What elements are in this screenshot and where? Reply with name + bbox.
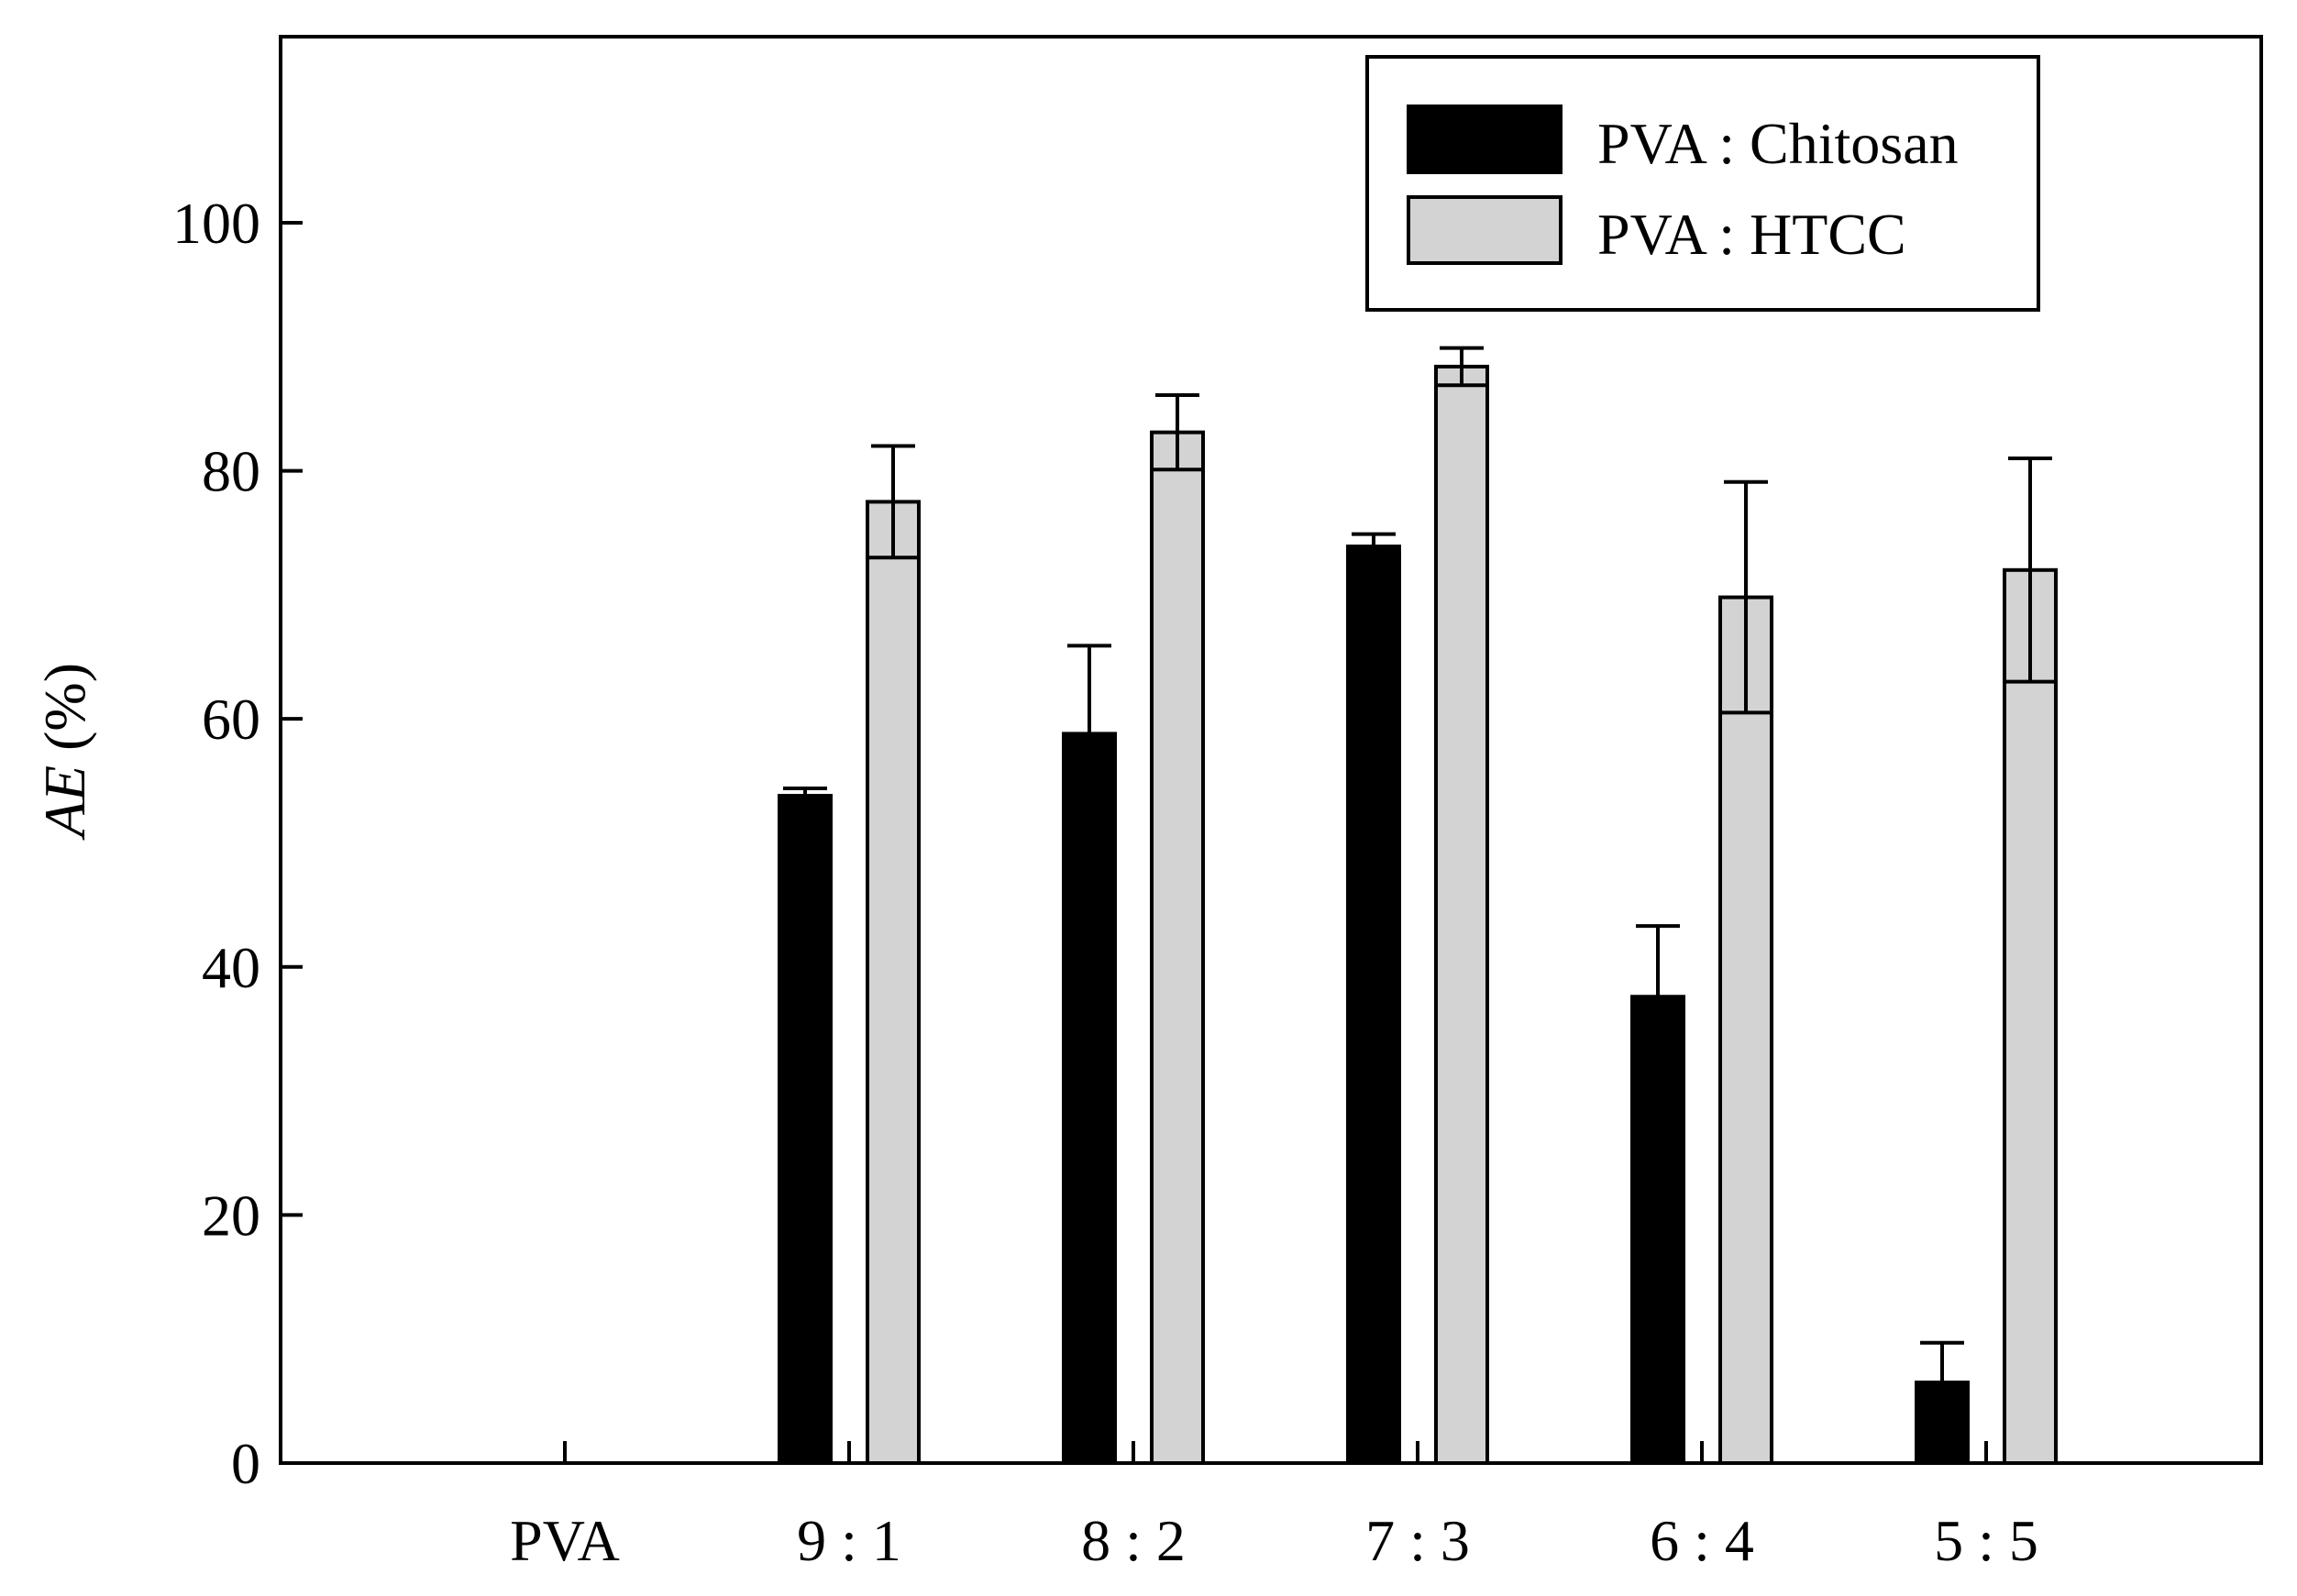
bar-series0-2 [1062,732,1117,1465]
bar-series0-3 [1346,545,1401,1465]
error-bars-layer [783,346,2056,1383]
bar-series0-4 [1630,995,1685,1465]
bar-series0-1 [778,794,833,1465]
y-tick-label-20: 20 [202,1183,260,1248]
bar-series0-5 [1915,1381,1970,1465]
y-axis-label-unit: (%) [32,663,97,765]
bars-layer [778,364,2058,1466]
x-tick-label-4: 6 : 4 [1650,1508,1754,1573]
y-tick-label-60: 60 [202,687,260,752]
y-axis: 0 20 40 60 80 100 [172,191,303,1496]
legend-label-chitosan: PVA : Chitosan [1597,111,1959,176]
x-tick-label-5: 5 : 5 [1934,1508,2038,1573]
y-tick-label-40: 40 [202,935,260,1000]
y-tick-label-0: 0 [231,1431,260,1496]
x-tick-label-2: 8 : 2 [1081,1508,1186,1573]
y-tick-label-80: 80 [202,439,260,504]
legend-swatch-htcc [1407,195,1563,265]
x-tick-label-3: 7 : 3 [1365,1508,1470,1573]
bar-series1-3 [1434,364,1489,1466]
bar-series1-5 [2003,567,2058,1465]
y-axis-label: AE (%) [32,663,97,841]
bar-series1-4 [1718,595,1773,1465]
legend-box [1365,55,2040,312]
legend: PVA : Chitosan PVA : HTCC [1365,55,2040,312]
x-axis: PVA 9 : 1 8 : 2 7 : 3 6 : 4 5 : 5 [510,1441,2038,1573]
y-tick-label-100: 100 [172,191,260,256]
x-tick-label-1: 9 : 1 [797,1508,901,1573]
bar-series1-2 [1150,430,1205,1466]
y-axis-label-symbol: AE [32,765,97,841]
plot-frame [279,35,2263,1465]
bar-series1-1 [866,500,921,1465]
x-tick-label-0: PVA [510,1508,620,1573]
legend-swatch-chitosan [1407,105,1563,174]
legend-label-htcc: PVA : HTCC [1597,202,1906,267]
